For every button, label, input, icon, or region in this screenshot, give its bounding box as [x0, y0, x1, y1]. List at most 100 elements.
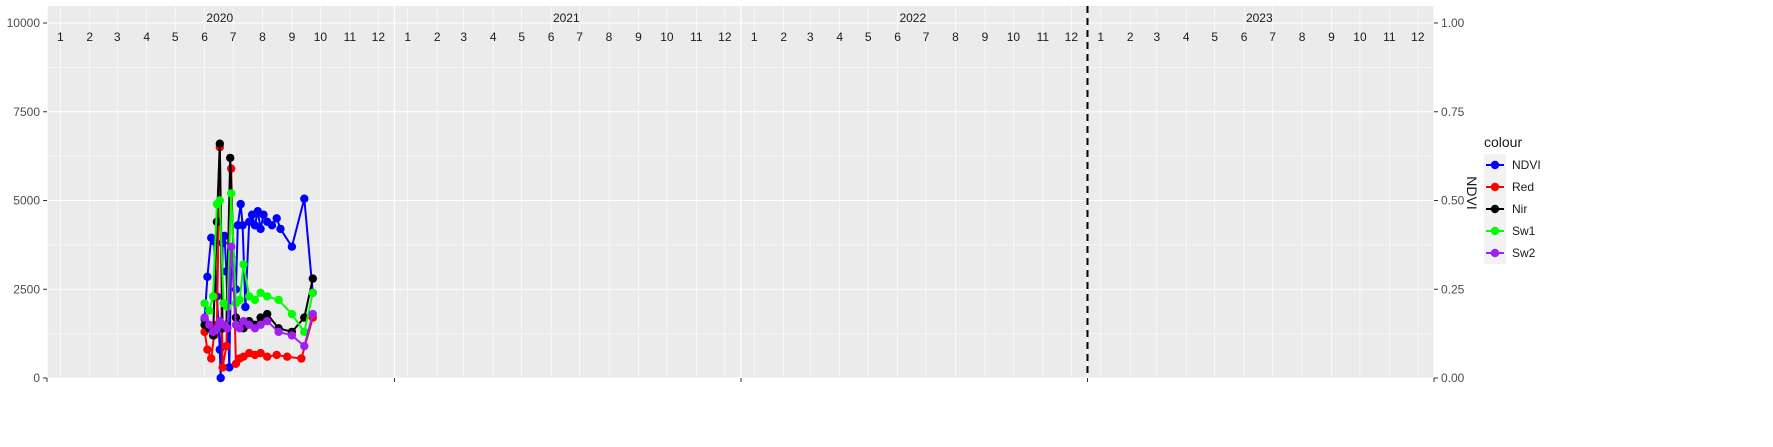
data-point-ndvi [238, 221, 247, 230]
data-point-sw1 [227, 189, 236, 198]
data-point-sw1 [205, 306, 214, 315]
legend-label: Red [1512, 180, 1534, 194]
data-point-red [297, 354, 306, 363]
data-point-ndvi [256, 224, 265, 234]
data-point-red [283, 352, 292, 361]
data-point-nir [226, 153, 235, 163]
month-label: 5 [172, 30, 179, 44]
month-label: 12 [1411, 30, 1425, 44]
month-label: 9 [1328, 30, 1335, 44]
data-point-ndvi [287, 242, 297, 251]
month-label: 2 [780, 30, 787, 44]
legend-key-point [1490, 226, 1500, 236]
month-label: 7 [576, 30, 583, 44]
y-tick-label: 10000 [7, 16, 41, 30]
month-label: 9 [635, 30, 642, 44]
data-point-sw2 [300, 341, 309, 351]
data-point-ndvi [276, 224, 285, 234]
data-point-ndvi [241, 302, 250, 312]
y2-tick-label: 0.75 [1441, 105, 1465, 119]
month-label: 6 [1241, 30, 1248, 44]
y-tick-label: 5000 [13, 194, 40, 208]
month-label: 1 [404, 30, 411, 44]
y-tick-label: 2500 [13, 282, 40, 296]
data-point-ndvi [203, 272, 212, 281]
month-label: 12 [718, 30, 732, 44]
legend-key-point [1490, 204, 1500, 214]
month-label: 2 [434, 30, 441, 44]
month-label: 8 [1299, 30, 1306, 44]
y2-tick-label: 0.25 [1441, 282, 1465, 296]
data-point-red [207, 354, 216, 363]
data-point-ndvi [259, 210, 268, 219]
month-label: 3 [807, 30, 814, 44]
month-label: 5 [1211, 30, 1218, 44]
legend-label: Sw2 [1512, 246, 1536, 260]
data-point-ndvi [267, 221, 277, 230]
data-point-ndvi [272, 214, 281, 223]
data-point-ndvi [225, 363, 234, 372]
legend-key-point [1490, 160, 1500, 170]
month-label: 4 [490, 30, 497, 44]
data-point-sw2 [205, 320, 214, 329]
data-point-sw1 [250, 295, 260, 305]
month-label: 2 [1127, 30, 1134, 44]
data-point-red [256, 348, 265, 358]
month-label: 11 [1383, 30, 1396, 44]
month-label: 9 [982, 30, 989, 44]
data-point-sw1 [239, 260, 248, 269]
month-label: 6 [894, 30, 901, 44]
data-point-nir [308, 274, 317, 283]
month-label: 7 [1269, 30, 1276, 44]
data-point-sw1 [208, 292, 218, 301]
month-label: 12 [1065, 30, 1079, 44]
legend-label: Sw1 [1512, 224, 1536, 238]
month-label: 4 [143, 30, 150, 44]
month-label: 11 [690, 30, 703, 44]
data-point-ndvi [216, 373, 225, 383]
data-point-sw2 [227, 242, 236, 251]
data-point-sw2 [287, 331, 297, 340]
data-point-red [222, 341, 231, 351]
month-label: 11 [1037, 30, 1050, 44]
month-label: 10 [314, 30, 328, 44]
year-label: 2022 [899, 11, 926, 25]
month-label: 4 [1183, 30, 1190, 44]
month-label: 3 [1153, 30, 1160, 44]
month-label: 10 [660, 30, 674, 44]
month-label: 8 [259, 30, 266, 44]
month-label: 7 [923, 30, 930, 44]
month-label: 2 [86, 30, 93, 44]
data-point-ndvi [236, 199, 245, 209]
data-point-sw2 [256, 320, 265, 329]
month-label: 5 [865, 30, 872, 44]
data-point-ndvi [220, 231, 229, 241]
y-tick-label: 0 [33, 371, 40, 385]
data-point-sw2 [235, 324, 244, 333]
data-point-sw2 [223, 324, 232, 333]
month-label: 3 [114, 30, 121, 44]
data-point-nir [263, 309, 272, 319]
month-label: 1 [1097, 30, 1104, 44]
month-label: 4 [836, 30, 843, 44]
legend-label: NDVI [1512, 158, 1541, 172]
data-point-sw1 [256, 288, 265, 297]
data-point-sw2 [308, 309, 317, 319]
month-label: 10 [1353, 30, 1367, 44]
legend-key-point [1490, 182, 1500, 192]
month-label: 12 [372, 30, 386, 44]
data-point-sw1 [308, 288, 317, 297]
data-point-sw1 [215, 196, 224, 205]
data-point-red [203, 345, 212, 354]
data-point-sw1 [200, 299, 209, 308]
data-point-sw1 [235, 295, 244, 305]
data-point-ndvi [300, 194, 309, 203]
y2-tick-label: 0.00 [1441, 371, 1465, 385]
month-label: 1 [751, 30, 758, 44]
data-point-ndvi [218, 238, 227, 248]
data-point-sw2 [274, 327, 283, 337]
month-label: 5 [518, 30, 525, 44]
month-label: 9 [289, 30, 296, 44]
